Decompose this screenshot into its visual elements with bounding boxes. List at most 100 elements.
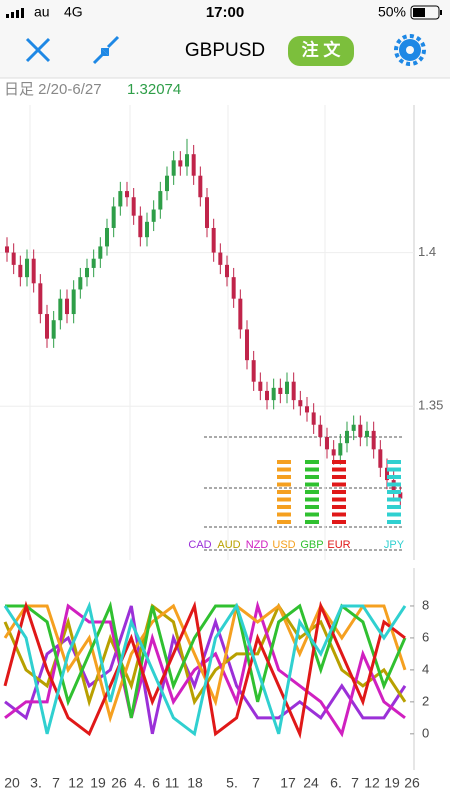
order-button[interactable] <box>288 36 354 66</box>
candle-body <box>358 424 363 438</box>
legend-bar <box>332 490 346 494</box>
legend-bar <box>305 497 319 502</box>
legend-bar <box>277 460 291 464</box>
period: 日足 2/20-6/27 <box>4 81 102 98</box>
x-tick-label: 24 <box>303 775 319 791</box>
candle-body <box>85 267 89 278</box>
x-tick-label: 7 <box>252 775 260 791</box>
legend-bar <box>305 460 319 464</box>
legend-bar <box>277 512 291 517</box>
legend-bar <box>387 512 401 517</box>
y-tick-label: 1.4 <box>418 244 436 259</box>
x-tick-label: 17 <box>280 775 296 791</box>
legend-label: CAD <box>188 539 211 551</box>
legend-bar <box>387 475 401 479</box>
legend-bar <box>305 467 319 472</box>
candle-body <box>378 449 383 468</box>
legend-bar <box>332 460 346 464</box>
battery-icon <box>410 5 442 20</box>
shrink-button[interactable] <box>92 35 120 65</box>
candle-body <box>191 154 196 176</box>
candle-body <box>278 387 283 394</box>
y-tick-label: 2 <box>422 693 429 708</box>
candle-body <box>245 329 249 361</box>
candle-body <box>165 175 169 192</box>
candle-body <box>365 430 369 438</box>
candle-body <box>298 400 303 407</box>
candle-body <box>51 320 56 339</box>
legend-bar <box>277 497 291 502</box>
candle-body <box>205 197 209 228</box>
candle-body <box>118 191 123 207</box>
candle-body <box>351 424 356 431</box>
settings-button[interactable] <box>394 34 426 66</box>
y-tick-label: 1.35 <box>418 398 443 413</box>
candle-body <box>338 443 343 456</box>
legend-label: NZD <box>246 539 269 551</box>
candle-body <box>311 412 316 425</box>
x-tick-label: 6 <box>152 775 160 791</box>
candle-body <box>185 154 189 167</box>
candle-body <box>225 264 229 278</box>
candle-body <box>211 227 216 253</box>
legend-bar <box>332 482 346 487</box>
level-lines <box>204 436 404 551</box>
legend-label: JPY <box>384 539 405 551</box>
legend-bar <box>387 460 401 464</box>
candle-body <box>25 258 29 278</box>
header-bg <box>0 0 450 78</box>
candle-body <box>45 314 49 339</box>
candle-body <box>258 381 263 391</box>
candle-body <box>331 449 336 456</box>
candle-body <box>98 246 103 259</box>
x-tick-label: 26 <box>111 775 127 791</box>
candle-body <box>345 430 349 444</box>
legend-bar <box>387 505 401 509</box>
candle-body <box>145 221 149 238</box>
legend-bar <box>305 505 319 509</box>
candle-body <box>171 160 176 176</box>
legend-label: GBP <box>300 539 323 551</box>
candle-body <box>265 390 269 401</box>
legend-bar <box>332 467 346 472</box>
battery-text: 50% <box>378 4 406 20</box>
legend-bar <box>305 475 319 479</box>
close-button[interactable] <box>25 37 51 63</box>
clock: 17:00 <box>206 4 244 21</box>
x-tick-label: 12 <box>68 775 84 791</box>
legend-bar <box>305 512 319 517</box>
candle-body <box>198 175 203 198</box>
x-tick-label: 4. <box>134 775 146 791</box>
candle-body <box>138 215 143 238</box>
legend-bar <box>332 505 346 509</box>
y-tick-label: 8 <box>422 597 429 612</box>
legend-bar <box>277 490 291 494</box>
candle-body <box>385 467 389 481</box>
legend-bar <box>277 482 291 487</box>
legend-bar <box>387 482 401 487</box>
candle-body <box>325 437 329 450</box>
legend-bar <box>305 482 319 487</box>
legend-bar <box>387 497 401 502</box>
legend-label: USD <box>272 539 295 551</box>
candle-body <box>398 492 403 499</box>
candle-body <box>31 258 36 284</box>
legend-bar <box>387 490 401 494</box>
legend-bar <box>332 475 346 479</box>
candle-body <box>111 206 116 228</box>
legend-bar <box>305 490 319 494</box>
order-button-label[interactable]: 注 文 <box>302 39 342 59</box>
x-tick-label: 12 <box>364 775 380 791</box>
symbol-title: GBPUSD <box>185 40 265 61</box>
candle-body <box>251 360 256 382</box>
candle-body <box>178 160 183 167</box>
candle-body <box>371 430 376 450</box>
candle-body <box>65 298 69 315</box>
last-price: 1.32074 <box>127 81 181 98</box>
legend-bar <box>387 520 401 524</box>
candle-body <box>105 227 109 247</box>
x-tick-label: 7 <box>52 775 60 791</box>
candle-body <box>218 252 223 265</box>
candle-body <box>125 191 129 198</box>
